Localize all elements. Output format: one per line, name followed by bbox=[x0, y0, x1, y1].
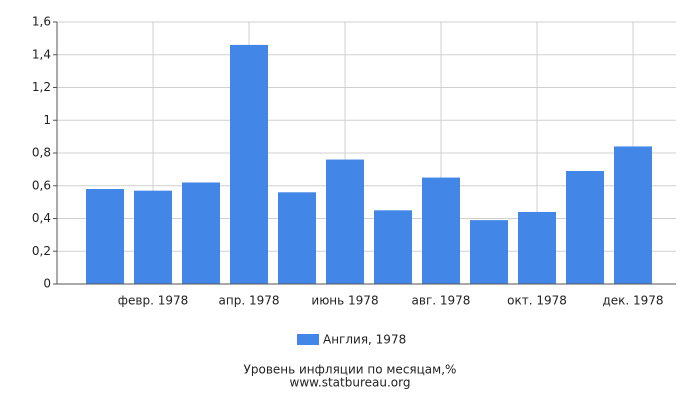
bar bbox=[86, 189, 124, 284]
bar bbox=[422, 177, 460, 284]
y-tick-label: 1,6 bbox=[32, 15, 51, 29]
bar bbox=[566, 171, 604, 284]
x-tick-label: окт. 1978 bbox=[507, 294, 567, 308]
chart-subtitle: www.statbureau.org bbox=[290, 376, 411, 390]
x-tick-label: авг. 1978 bbox=[412, 294, 471, 308]
bar bbox=[518, 211, 556, 284]
bar bbox=[278, 192, 316, 284]
y-tick-label: 0,4 bbox=[32, 211, 51, 225]
bar bbox=[230, 44, 268, 284]
y-tick-label: 0,8 bbox=[32, 146, 51, 160]
y-tick-label: 0 bbox=[43, 277, 51, 291]
y-tick-label: 1,4 bbox=[32, 47, 51, 61]
chart-title: Уровень инфляции по месяцам,% bbox=[244, 363, 457, 377]
bar bbox=[374, 210, 412, 284]
x-tick-label: апр. 1978 bbox=[219, 294, 280, 308]
x-tick-label: февр. 1978 bbox=[118, 294, 189, 308]
x-tick-label: июнь 1978 bbox=[311, 294, 378, 308]
bar bbox=[326, 159, 364, 284]
bar bbox=[614, 146, 652, 284]
x-tick-label: дек. 1978 bbox=[602, 294, 663, 308]
bar bbox=[182, 182, 220, 284]
legend-swatch bbox=[297, 334, 319, 345]
bar bbox=[134, 190, 172, 284]
bar bbox=[470, 220, 508, 284]
legend-label: Англия, 1978 bbox=[323, 333, 406, 347]
y-tick-label: 1,2 bbox=[32, 80, 51, 94]
y-tick-label: 1 bbox=[43, 113, 51, 127]
y-tick-label: 0,2 bbox=[32, 244, 51, 258]
y-tick-label: 0,6 bbox=[32, 178, 51, 192]
